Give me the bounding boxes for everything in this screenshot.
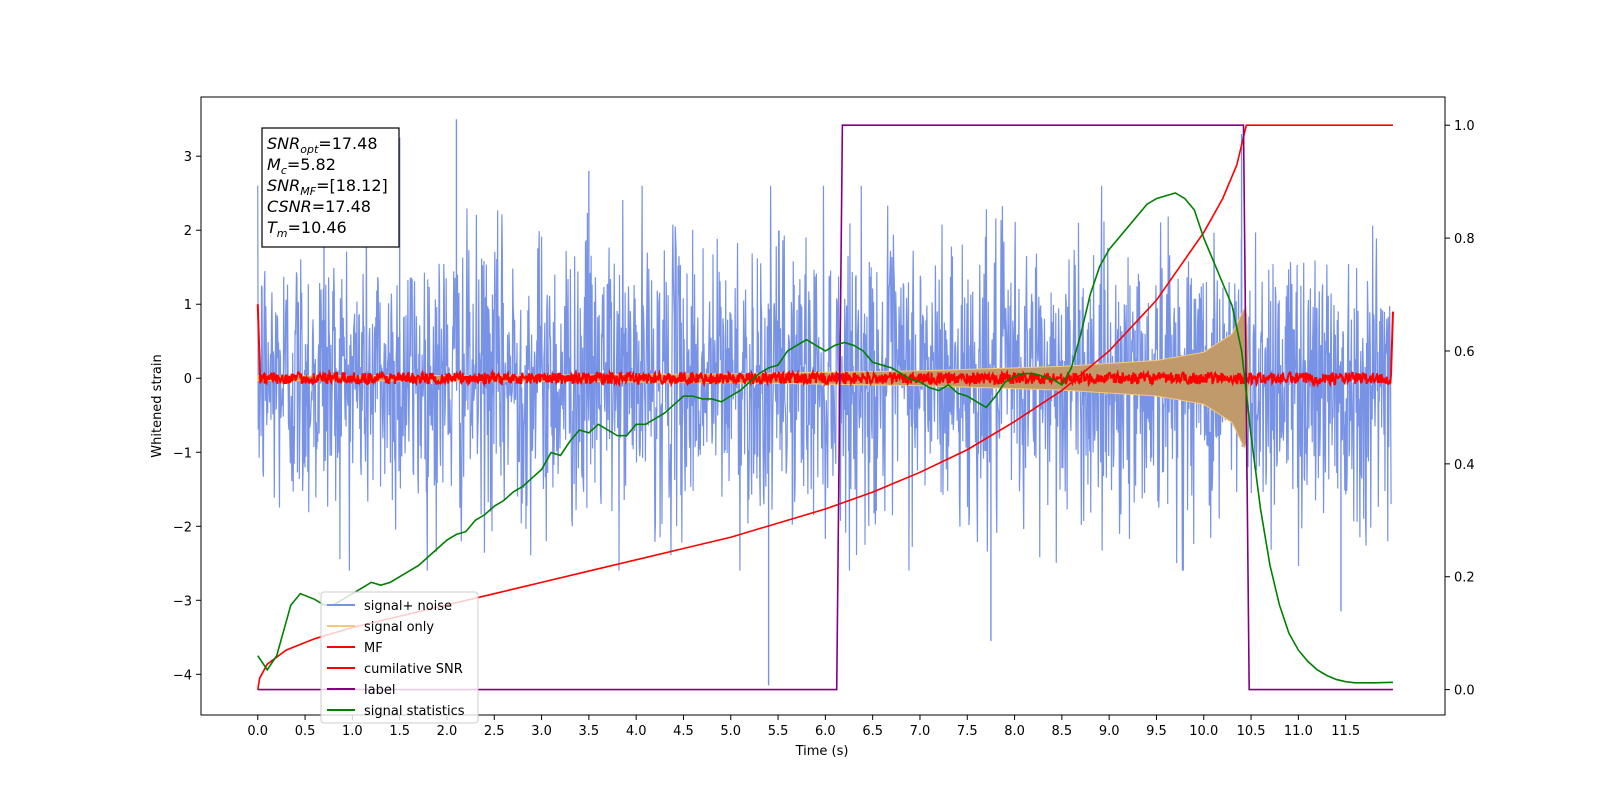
x-tick-label: 0.5	[295, 724, 316, 739]
legend-label: signal statistics	[364, 704, 465, 719]
x-tick-label: 3.0	[531, 724, 552, 739]
y2-tick-label: 0.8	[1454, 232, 1475, 247]
x-tick-label: 8.0	[1004, 724, 1025, 739]
x-tick-label: 5.0	[720, 724, 741, 739]
legend-label: signal only	[364, 620, 434, 635]
x-tick-label: 9.5	[1146, 724, 1167, 739]
x-tick-label: 9.0	[1099, 724, 1120, 739]
y2-tick-label: 0.6	[1454, 345, 1475, 360]
x-tick-label: 5.5	[768, 724, 789, 739]
x-tick-label: 11.0	[1284, 724, 1313, 739]
y-tick-label: −1	[173, 446, 192, 461]
plot-frame	[200, 96, 1446, 716]
annotation-line: SNRopt=17.48	[267, 134, 378, 156]
legend-label: MF	[364, 641, 383, 656]
y2-tick-label: 0.4	[1454, 458, 1475, 473]
y-axis-left: 3 2 1 0 −1 −2 −3 −4	[173, 150, 201, 683]
x-tick-label: 4.0	[626, 724, 647, 739]
y-axis-right: 1.0 0.8 0.6 0.4 0.2 0.0	[1445, 119, 1475, 699]
annotation-line: SNRMF=[18.12]	[267, 176, 388, 198]
x-tick-label: 6.0	[815, 724, 836, 739]
y-tick-label: −2	[173, 520, 192, 535]
x-tick-label: 2.0	[437, 724, 458, 739]
x-tick-label: 1.5	[389, 724, 410, 739]
y-tick-label: −4	[173, 668, 192, 683]
legend-label: signal+ noise	[364, 599, 452, 614]
x-tick-label: 6.5	[862, 724, 883, 739]
x-tick-label: 7.5	[957, 724, 978, 739]
annotation-line: CSNR=17.48	[267, 197, 371, 216]
x-tick-label: 4.5	[673, 724, 694, 739]
y-tick-label: 0	[184, 372, 192, 387]
y-tick-label: 3	[184, 150, 192, 165]
y-tick-label: 1	[184, 298, 192, 313]
series-mf	[256, 304, 1394, 388]
annotation-line: Tm=10.46	[267, 218, 347, 240]
x-tick-label: 7.0	[910, 724, 931, 739]
y-tick-label: −3	[173, 594, 192, 609]
x-axis-label: Time (s)	[795, 744, 849, 759]
series-layer	[256, 119, 1394, 691]
series-signal-statistics	[257, 192, 1393, 684]
x-tick-label: 2.5	[484, 724, 505, 739]
x-tick-label: 8.5	[1052, 724, 1073, 739]
y2-tick-label: 0.2	[1454, 571, 1475, 586]
y-axis-label: Whitened strain	[150, 354, 165, 457]
x-tick-label: 1.0	[342, 724, 363, 739]
annotation-box: SNRopt=17.48Mc=5.82SNRMF=[18.12]CSNR=17.…	[261, 127, 400, 248]
x-tick-label: 10.5	[1237, 724, 1266, 739]
legend: signal+ noise signal only MF cumilative SNR…	[320, 591, 479, 724]
x-tick-label: 11.5	[1331, 724, 1360, 739]
y2-tick-label: 1.0	[1454, 119, 1475, 134]
x-tick-label: 0.0	[247, 724, 268, 739]
x-tick-label: 10.0	[1189, 724, 1218, 739]
series-label	[257, 124, 1393, 691]
y2-tick-label: 0.0	[1454, 684, 1475, 699]
annotation-line: Mc=5.82	[267, 155, 336, 177]
legend-label: label	[364, 683, 395, 698]
annotation-frame	[261, 127, 400, 248]
legend-frame	[320, 591, 479, 724]
series-signal-noise	[257, 185, 1392, 571]
y-tick-label: 2	[184, 224, 192, 239]
x-tick-label: 3.5	[579, 724, 600, 739]
legend-label: cumilative SNR	[364, 662, 463, 677]
x-axis: 0.0 0.5 1.0 1.5 2.0 2.5 3.0 3.5 4.0 4.5 5.0 5.5 6.0 6…	[247, 715, 1360, 739]
